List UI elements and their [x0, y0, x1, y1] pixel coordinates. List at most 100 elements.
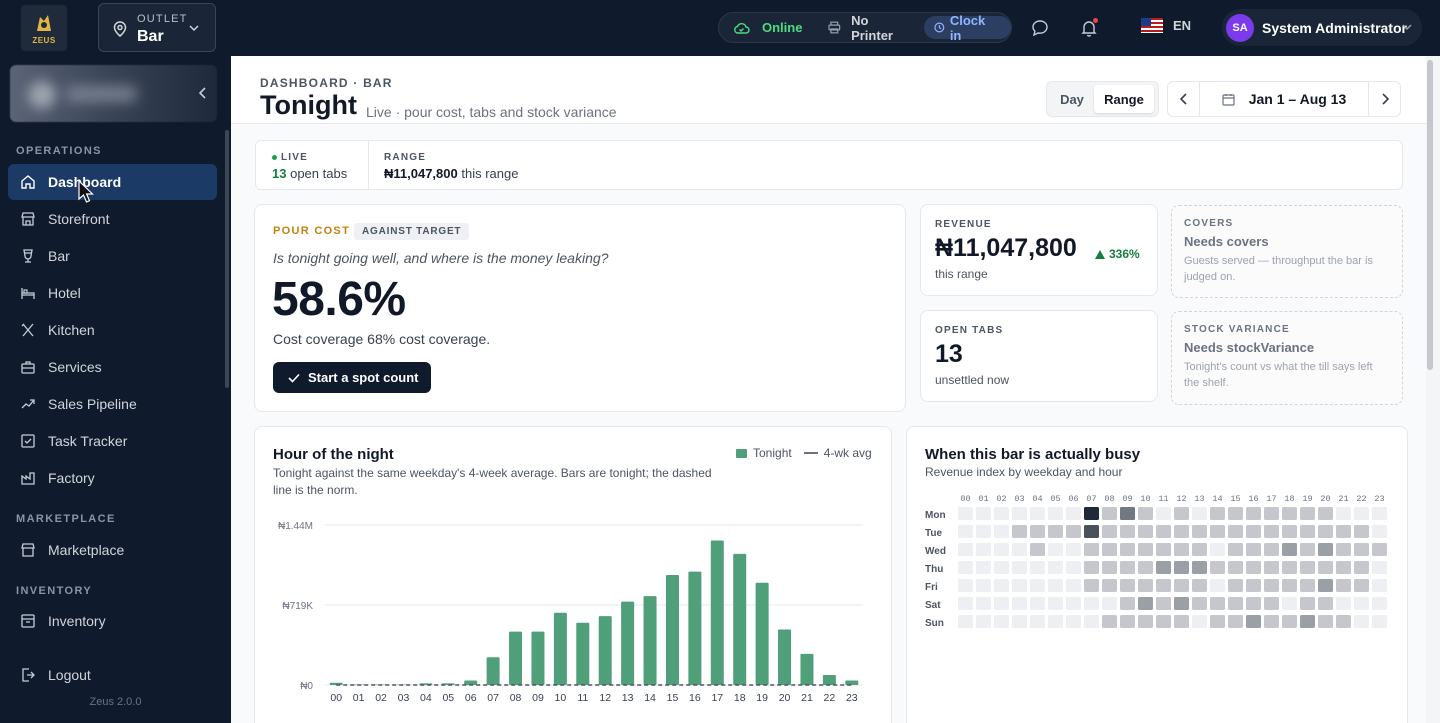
- heatmap-cell[interactable]: [1246, 615, 1261, 628]
- heatmap-cell[interactable]: [1084, 615, 1099, 628]
- heatmap-cell[interactable]: [1192, 597, 1207, 610]
- heatmap-cell[interactable]: [1282, 561, 1297, 574]
- heatmap-cell[interactable]: [1012, 561, 1027, 574]
- heatmap-cell[interactable]: [976, 579, 991, 592]
- heatmap-cell[interactable]: [1192, 561, 1207, 574]
- heatmap-cell[interactable]: [1084, 597, 1099, 610]
- next-range-button[interactable]: [1368, 82, 1400, 116]
- heatmap-cell[interactable]: [1210, 525, 1225, 538]
- heatmap-cell[interactable]: [1282, 543, 1297, 556]
- heatmap-cell[interactable]: [1246, 579, 1261, 592]
- collapse-sidebar-icon[interactable]: [197, 86, 209, 100]
- heatmap-cell[interactable]: [1318, 525, 1333, 538]
- heatmap-cell[interactable]: [1102, 543, 1117, 556]
- heatmap-cell[interactable]: [1336, 597, 1351, 610]
- heatmap-cell[interactable]: [976, 561, 991, 574]
- heatmap-cell[interactable]: [1246, 597, 1261, 610]
- heatmap-cell[interactable]: [1174, 507, 1189, 520]
- heatmap-cell[interactable]: [1030, 543, 1045, 556]
- heatmap-cell[interactable]: [1282, 507, 1297, 520]
- heatmap-cell[interactable]: [958, 597, 973, 610]
- heatmap-cell[interactable]: [1120, 525, 1135, 538]
- heatmap-cell[interactable]: [1354, 561, 1369, 574]
- heatmap-cell[interactable]: [958, 543, 973, 556]
- heatmap-cell[interactable]: [1264, 579, 1279, 592]
- heatmap-cell[interactable]: [958, 525, 973, 538]
- heatmap-cell[interactable]: [1318, 561, 1333, 574]
- heatmap-cell[interactable]: [1210, 579, 1225, 592]
- sidebar-item-inventory[interactable]: Inventory: [8, 603, 217, 639]
- heatmap-cell[interactable]: [1102, 561, 1117, 574]
- logout-button[interactable]: Logout: [8, 657, 217, 693]
- heatmap-cell[interactable]: [1012, 597, 1027, 610]
- heatmap-cell[interactable]: [1174, 525, 1189, 538]
- heatmap-cell[interactable]: [1030, 525, 1045, 538]
- sidebar-item-task-tracker[interactable]: Task Tracker: [8, 423, 217, 459]
- heatmap-cell[interactable]: [1318, 543, 1333, 556]
- hour-bar[interactable]: [778, 629, 792, 685]
- heatmap-cell[interactable]: [1300, 543, 1315, 556]
- heatmap-cell[interactable]: [1210, 597, 1225, 610]
- heatmap-cell[interactable]: [1354, 579, 1369, 592]
- hour-bar[interactable]: [755, 582, 769, 685]
- mode-day-button[interactable]: Day: [1060, 91, 1084, 107]
- heatmap-cell[interactable]: [1174, 615, 1189, 628]
- heatmap-cell[interactable]: [1138, 615, 1153, 628]
- heatmap-cell[interactable]: [1282, 597, 1297, 610]
- heatmap-cell[interactable]: [1354, 525, 1369, 538]
- start-spot-count-button[interactable]: Start a spot count: [273, 362, 431, 393]
- heatmap-cell[interactable]: [1246, 525, 1261, 538]
- heatmap-cell[interactable]: [1048, 561, 1063, 574]
- heatmap-cell[interactable]: [1210, 507, 1225, 520]
- heatmap-cell[interactable]: [1012, 615, 1027, 628]
- heatmap-cell[interactable]: [1120, 579, 1135, 592]
- hour-bar[interactable]: [710, 540, 724, 685]
- heatmap-cell[interactable]: [1156, 507, 1171, 520]
- heatmap-cell[interactable]: [976, 543, 991, 556]
- sidebar-item-sales-pipeline[interactable]: Sales Pipeline: [8, 386, 217, 422]
- heatmap-cell[interactable]: [1192, 543, 1207, 556]
- heatmap-cell[interactable]: [1372, 579, 1387, 592]
- main-scrollbar[interactable]: [1427, 60, 1433, 370]
- heatmap-cell[interactable]: [1156, 579, 1171, 592]
- heatmap-cell[interactable]: [1228, 543, 1243, 556]
- heatmap-cell[interactable]: [994, 597, 1009, 610]
- sidebar-item-storefront[interactable]: Storefront: [8, 201, 217, 237]
- sidebar-item-hotel[interactable]: Hotel: [8, 275, 217, 311]
- heatmap-cell[interactable]: [1084, 507, 1099, 520]
- previous-range-button[interactable]: [1168, 82, 1200, 116]
- heatmap-cell[interactable]: [1372, 525, 1387, 538]
- heatmap-cell[interactable]: [1012, 507, 1027, 520]
- heatmap-cell[interactable]: [1282, 579, 1297, 592]
- heatmap-cell[interactable]: [1120, 561, 1135, 574]
- heatmap-cell[interactable]: [1120, 615, 1135, 628]
- heatmap-cell[interactable]: [1282, 615, 1297, 628]
- heatmap-cell[interactable]: [1102, 579, 1117, 592]
- heatmap-cell[interactable]: [1210, 615, 1225, 628]
- chat-button[interactable]: [1029, 17, 1051, 39]
- hour-bar[interactable]: [688, 571, 702, 685]
- heatmap-cell[interactable]: [994, 615, 1009, 628]
- heatmap-cell[interactable]: [1354, 543, 1369, 556]
- heatmap-cell[interactable]: [1156, 561, 1171, 574]
- heatmap-cell[interactable]: [1012, 525, 1027, 538]
- sidebar-item-kitchen[interactable]: Kitchen: [8, 312, 217, 348]
- sidebar-item-factory[interactable]: Factory: [8, 460, 217, 496]
- zeus-logo[interactable]: ZEUS: [21, 5, 67, 51]
- heatmap-cell[interactable]: [1138, 597, 1153, 610]
- heatmap-cell[interactable]: [994, 579, 1009, 592]
- hour-bar[interactable]: [464, 680, 478, 685]
- hour-bar[interactable]: [621, 601, 635, 685]
- heatmap-cell[interactable]: [1030, 579, 1045, 592]
- sidebar-item-bar[interactable]: Bar: [8, 238, 217, 274]
- heatmap-cell[interactable]: [1156, 597, 1171, 610]
- heatmap-cell[interactable]: [1102, 507, 1117, 520]
- heatmap-cell[interactable]: [1066, 561, 1081, 574]
- heatmap-cell[interactable]: [1066, 507, 1081, 520]
- heatmap-cell[interactable]: [1048, 597, 1063, 610]
- heatmap-cell[interactable]: [1282, 525, 1297, 538]
- heatmap-cell[interactable]: [1048, 507, 1063, 520]
- heatmap-cell[interactable]: [958, 561, 973, 574]
- date-range-display[interactable]: Jan 1 – Aug 13: [1200, 91, 1368, 107]
- heatmap-cell[interactable]: [1174, 561, 1189, 574]
